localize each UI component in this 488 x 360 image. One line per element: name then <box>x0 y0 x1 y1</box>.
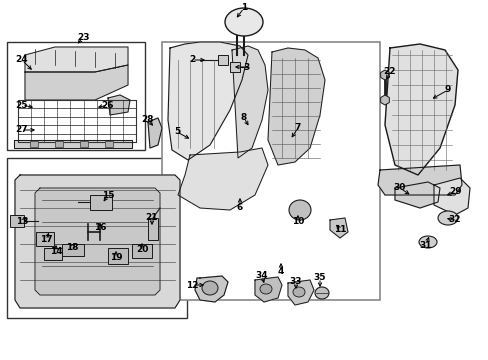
Bar <box>10 215 24 227</box>
Ellipse shape <box>260 284 271 294</box>
Text: 2: 2 <box>188 55 195 64</box>
Polygon shape <box>329 218 347 238</box>
Text: 15: 15 <box>102 190 114 199</box>
Text: 24: 24 <box>16 55 28 64</box>
Text: 16: 16 <box>94 224 106 233</box>
Ellipse shape <box>418 236 436 248</box>
Bar <box>105 141 113 147</box>
Text: 26: 26 <box>102 100 114 109</box>
Bar <box>7 158 186 318</box>
Text: 7: 7 <box>294 123 301 132</box>
Bar <box>30 141 38 147</box>
Bar <box>44 248 62 260</box>
Polygon shape <box>195 276 227 302</box>
Text: 21: 21 <box>145 213 158 222</box>
Text: 29: 29 <box>449 188 461 197</box>
Polygon shape <box>254 277 282 302</box>
Polygon shape <box>25 47 128 72</box>
Text: 3: 3 <box>244 63 250 72</box>
Bar <box>18 100 136 142</box>
Ellipse shape <box>314 287 328 299</box>
Polygon shape <box>148 118 162 148</box>
Bar <box>108 248 128 264</box>
Text: 22: 22 <box>383 68 395 77</box>
Ellipse shape <box>437 211 457 225</box>
Text: 11: 11 <box>333 225 346 234</box>
Text: 34: 34 <box>255 271 268 280</box>
Polygon shape <box>15 175 180 308</box>
Polygon shape <box>25 65 128 100</box>
Text: 33: 33 <box>289 278 302 287</box>
Polygon shape <box>178 148 267 210</box>
Ellipse shape <box>202 281 218 295</box>
Polygon shape <box>168 42 247 160</box>
Text: 31: 31 <box>419 240 431 249</box>
Text: 6: 6 <box>236 203 243 212</box>
Bar <box>7 42 145 150</box>
Text: 19: 19 <box>109 253 122 262</box>
Polygon shape <box>433 178 469 215</box>
Polygon shape <box>231 46 267 158</box>
Bar <box>62 244 84 256</box>
Bar <box>148 218 158 240</box>
Polygon shape <box>35 188 160 295</box>
Ellipse shape <box>288 200 310 220</box>
Text: 4: 4 <box>277 267 284 276</box>
Text: 12: 12 <box>185 280 198 289</box>
Bar <box>90 195 112 210</box>
Text: 8: 8 <box>241 113 246 122</box>
Text: 5: 5 <box>174 127 180 136</box>
Polygon shape <box>267 48 325 165</box>
Bar <box>36 232 54 246</box>
Text: 10: 10 <box>291 217 304 226</box>
Polygon shape <box>108 95 130 115</box>
Text: 17: 17 <box>40 235 52 244</box>
Bar <box>229 62 240 72</box>
Bar <box>218 55 227 65</box>
Polygon shape <box>394 182 439 208</box>
Text: 25: 25 <box>16 100 28 109</box>
Bar <box>55 141 63 147</box>
Text: 14: 14 <box>50 248 62 256</box>
Bar <box>132 244 152 258</box>
Text: 30: 30 <box>393 184 406 193</box>
Text: 9: 9 <box>444 85 450 94</box>
Text: 28: 28 <box>142 116 154 125</box>
Text: 23: 23 <box>77 32 89 41</box>
Ellipse shape <box>292 287 305 297</box>
Text: 27: 27 <box>16 126 28 135</box>
Bar <box>162 42 379 300</box>
Text: 1: 1 <box>241 4 246 13</box>
Polygon shape <box>384 44 457 175</box>
Text: 13: 13 <box>16 217 28 226</box>
Ellipse shape <box>224 8 263 36</box>
Text: 32: 32 <box>448 216 460 225</box>
Polygon shape <box>287 280 313 305</box>
Text: 18: 18 <box>65 243 78 252</box>
Text: 20: 20 <box>136 246 148 255</box>
Bar <box>80 141 88 147</box>
Polygon shape <box>377 165 461 195</box>
Text: 35: 35 <box>313 274 325 283</box>
Polygon shape <box>14 140 132 148</box>
